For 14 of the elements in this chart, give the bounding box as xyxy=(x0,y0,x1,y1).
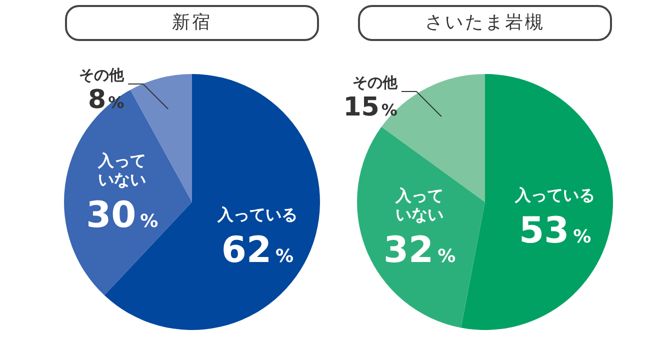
slice-label: 入っていない xyxy=(97,151,146,190)
data-label: 15% xyxy=(343,92,398,122)
slice-label: 入っている xyxy=(216,204,298,224)
data-label: 32% xyxy=(383,230,456,271)
data-label: 30% xyxy=(86,195,158,236)
chart-title: 新宿 xyxy=(65,5,319,41)
data-label: 8% xyxy=(88,85,124,116)
chart-title: さいたま岩槻 xyxy=(358,5,612,41)
data-label: 53% xyxy=(519,210,592,252)
data-label: 62% xyxy=(221,230,294,271)
slice-label: その他 xyxy=(79,66,126,84)
slice-label: その他 xyxy=(352,73,398,92)
slice-label: 入っている xyxy=(514,186,596,205)
slice-label: 入っていない xyxy=(394,186,444,224)
